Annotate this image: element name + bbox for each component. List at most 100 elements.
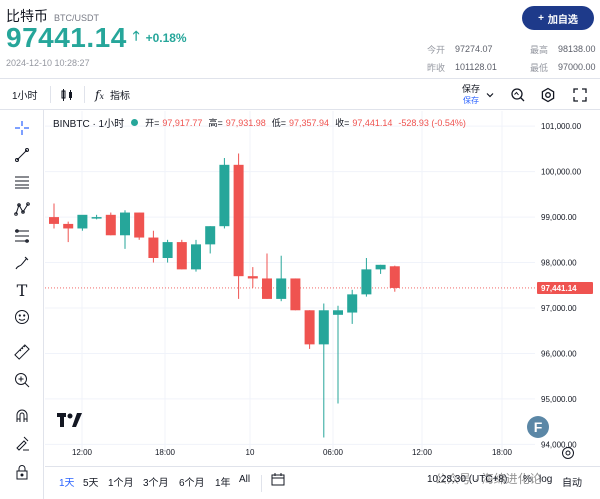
candle-body	[134, 212, 145, 238]
legend-open: 97,917.77	[162, 117, 203, 128]
legend-high: 97,931.98	[225, 117, 266, 128]
legend-high-label: 高=	[208, 118, 223, 128]
interval-label: 1小时	[12, 91, 38, 102]
date-range-icon[interactable]	[271, 472, 285, 489]
y-tick-label: 98,000.00	[541, 259, 577, 268]
candle-body	[333, 310, 343, 315]
ruler-icon[interactable]	[12, 342, 32, 362]
trend-line-icon[interactable]	[12, 145, 32, 165]
open-label: 今开	[427, 44, 446, 55]
prev-close-label: 昨收	[427, 62, 446, 73]
crosshair-icon[interactable]	[12, 118, 32, 138]
range-1d[interactable]: 1天	[59, 478, 75, 489]
x-tick-label: 18:00	[492, 448, 513, 457]
save-label: 保存	[461, 84, 480, 94]
candle-body	[191, 244, 201, 270]
range-all[interactable]: All	[239, 474, 251, 485]
candle-body	[91, 217, 102, 219]
tradingview-logo	[57, 411, 83, 431]
open-value: 97274.07	[455, 44, 493, 54]
range-3m[interactable]: 3个月	[143, 478, 169, 489]
fib-retracement-icon[interactable]	[12, 226, 32, 246]
y-tick-label: 99,000.00	[541, 213, 577, 222]
candle-body	[375, 264, 386, 270]
asset-name: 比特币	[6, 8, 48, 24]
axis-settings-icon[interactable]	[561, 446, 575, 460]
candle-body	[361, 269, 372, 295]
chart-toolbar: 1小时 fx 指标 保存 保存	[0, 78, 600, 110]
y-tick-label: 100,000.00	[541, 168, 582, 177]
y-tick-label: 95,000.00	[541, 395, 577, 404]
candle-body	[290, 278, 301, 311]
y-tick-label: 97,000.00	[541, 304, 577, 313]
candle-body	[105, 214, 116, 236]
price-change: +0.18%	[145, 31, 187, 45]
legend-open-label: 开=	[145, 118, 160, 128]
horizontal-lines-icon[interactable]	[12, 172, 32, 192]
legend-close-label: 收=	[335, 118, 350, 128]
percent-toggle[interactable]: %	[523, 474, 532, 485]
status-dot	[131, 119, 139, 126]
last-price-tag	[537, 281, 593, 294]
settings-gear-icon[interactable]	[540, 79, 556, 110]
lock-draw-icon[interactable]	[12, 433, 32, 453]
last-price-label: 97,441.14	[541, 284, 577, 293]
lock-icon[interactable]	[12, 462, 32, 482]
range-1m[interactable]: 1个月	[108, 478, 134, 489]
emoji-icon[interactable]	[12, 307, 32, 327]
candle-body	[347, 294, 358, 313]
legend-close: 97,441.14	[352, 117, 393, 128]
clock-time: 10:28:30 (UTC+8)	[427, 474, 508, 485]
range-bar: 1天 5天 1个月 3个月 6个月 1年 All 公众号 · 海绵进化论 10:…	[45, 466, 600, 499]
candle-body	[63, 223, 74, 229]
x-tick-label: 12:00	[72, 448, 93, 457]
last-price: 97441.14	[6, 22, 127, 53]
add-favorite-button[interactable]: + 加自选	[522, 6, 594, 30]
legend-low: 97,357.94	[289, 117, 330, 128]
divider	[50, 86, 51, 103]
log-toggle[interactable]: log	[539, 474, 553, 485]
range-6m[interactable]: 6个月	[179, 478, 205, 489]
candle-body	[262, 278, 272, 299]
low-value: 97000.00	[558, 62, 596, 72]
y-tick-label: 101,000.00	[541, 122, 582, 131]
pattern-icon[interactable]	[12, 199, 32, 219]
drawing-tools-sidebar: T	[0, 110, 44, 499]
low-label: 最低	[530, 62, 549, 73]
brush-icon[interactable]	[12, 253, 32, 273]
fullscreen-icon[interactable]	[573, 79, 587, 110]
magnet-icon[interactable]	[12, 406, 32, 426]
x-tick-label: 18:00	[155, 448, 176, 457]
save-sublabel: 保存	[463, 96, 479, 105]
watermark: 公众号 · 海绵进化论	[435, 472, 542, 486]
price-chart[interactable]: 101,000.00 100,000.00 99,000.00 98,000.00 97…	[45, 111, 600, 499]
range-1y[interactable]: 1年	[215, 478, 231, 489]
x-tick-label: 10	[246, 448, 255, 457]
text-tool-icon[interactable]: T	[16, 280, 28, 300]
candle-body	[276, 278, 287, 299]
legend-low-label: 低=	[271, 118, 287, 128]
save-button[interactable]: 保存 保存	[446, 82, 496, 108]
candles-icon[interactable]	[60, 79, 74, 110]
asset-pair: BTC/USDT	[54, 13, 99, 23]
quick-search-icon[interactable]	[510, 79, 526, 110]
chart-canvas[interactable]: 101,000.00 100,000.00 99,000.00 98,000.00 97…	[45, 111, 600, 466]
range-5d[interactable]: 5天	[83, 478, 99, 489]
plus-icon: +	[538, 12, 544, 24]
symbol-title: 比特币 BTC/USDT	[6, 6, 99, 26]
divider	[261, 475, 262, 492]
candle-body	[77, 214, 88, 229]
candle-body	[389, 266, 400, 288]
indicators-button[interactable]: fx 指标	[95, 79, 130, 110]
chevron-down-icon[interactable]	[485, 79, 495, 110]
high-value: 98138.00	[558, 44, 596, 54]
auto-toggle[interactable]: 自动	[562, 478, 582, 489]
zoom-in-icon[interactable]	[12, 370, 32, 390]
ohlc-legend: BINBTC · 1小时 开= 97,917.77 高= 97,931.98 低= 9…	[53, 115, 469, 131]
legend-symbol: BINBTC · 1小时	[53, 119, 125, 130]
candle-body	[318, 310, 329, 345]
legend-change: -528.93 (-0.54%)	[398, 117, 466, 128]
f-badge-icon[interactable]: F	[527, 416, 549, 438]
candle-body	[162, 242, 173, 258]
interval-selector[interactable]: 1小时	[12, 79, 38, 110]
